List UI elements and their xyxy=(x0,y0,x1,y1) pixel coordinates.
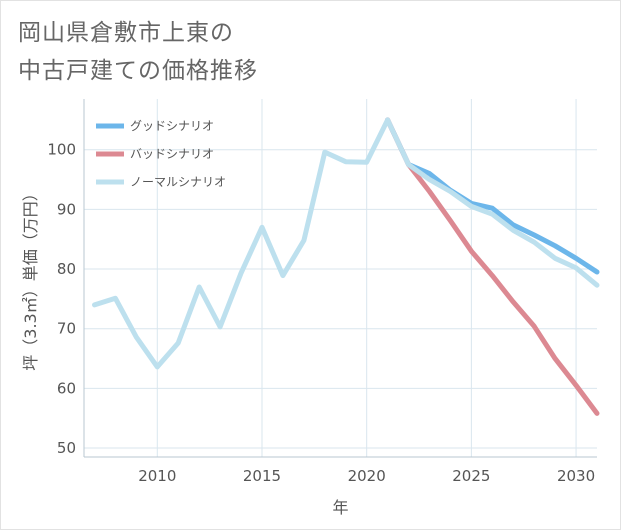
chart-title-line2: 中古戸建ての価格推移 xyxy=(18,58,258,84)
chart-title: 岡山県倉敷市上東の 中古戸建ての価格推移 xyxy=(18,14,258,90)
x-tick-label-2010: 2010 xyxy=(138,467,176,485)
series-line-0 xyxy=(385,117,600,275)
x-tick-label-2025: 2025 xyxy=(452,467,490,485)
series-lines xyxy=(92,117,600,416)
x-axis-title: 年 xyxy=(332,498,348,517)
x-tick-label-2030: 2030 xyxy=(557,467,595,485)
chart-title-line1: 岡山県倉敷市上東の xyxy=(18,20,234,46)
y-tick-label-90: 90 xyxy=(57,200,76,218)
legend-label-1: バッドシナリオ xyxy=(130,147,214,161)
axes: 2010 2015 2020 2025 2030 50 60 70 80 90 100 xyxy=(47,99,597,485)
legend-label-0: グッドシナリオ xyxy=(130,119,214,133)
y-tick-label-70: 70 xyxy=(57,320,76,338)
y-tick-label-50: 50 xyxy=(57,439,76,457)
y-tick-label-100: 100 xyxy=(47,141,76,159)
y-axis-title: 坪（3.3㎡）単価（万円） xyxy=(21,185,40,370)
x-tick-label-2020: 2020 xyxy=(348,467,386,485)
y-tick-label-80: 80 xyxy=(57,260,76,278)
y-tick-label-60: 60 xyxy=(57,379,76,397)
x-tick-label-2015: 2015 xyxy=(243,467,281,485)
legend-label-2: ノーマルシナリオ xyxy=(130,175,226,189)
series-line-1 xyxy=(385,117,600,416)
series-line-2 xyxy=(92,117,600,370)
